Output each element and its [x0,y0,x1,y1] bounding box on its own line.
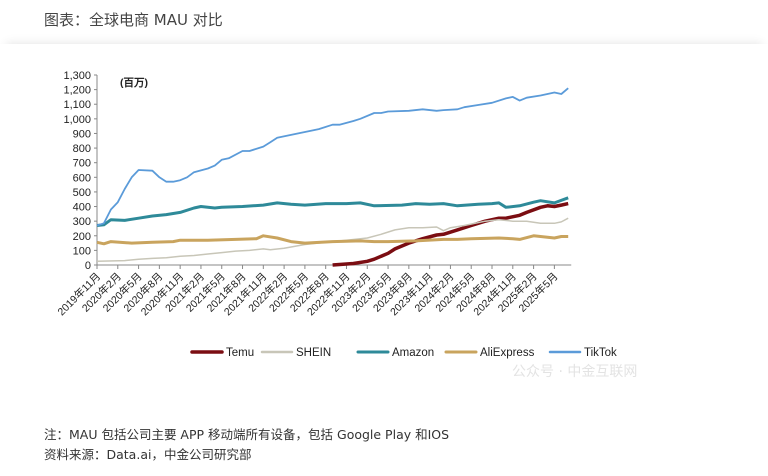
legend-label: SHEIN [296,347,331,359]
y-tick-label: 1,300 [63,70,91,82]
y-tick-label: 1,100 [63,99,91,111]
series-lines [96,87,569,267]
legend-label: Amazon [392,347,434,359]
series-line-tiktok [96,87,569,227]
y-tick-label: 600 [73,172,91,184]
watermark: 公众号 · 中金互联网 [512,364,638,380]
unit-label: (百万) [120,77,148,89]
y-tick-label: 400 [73,202,91,214]
y-tick-label: 1,200 [63,85,91,97]
y-tick-label: 300 [73,216,91,228]
source-note: 资料来源：Data.ai，中金公司研究部 [44,447,252,462]
legend-label: AliExpress [480,347,535,359]
legend: Temu SHEIN Amazon AliExpress TikTok [190,347,617,359]
y-tick-label: 1,000 [63,114,91,126]
y-tick-label: 800 [73,143,91,155]
y-tick-label: 200 [73,231,91,243]
figure-title: 图表：全球电商 MAU 对比 [44,11,223,29]
series-line-amazon [96,196,569,227]
legend-label: Temu [226,347,254,359]
y-tick-label: 500 [73,187,91,199]
y-tick-label: 700 [73,158,91,170]
y-tick-label: 0 [85,260,91,272]
y-tick-label: 100 [73,245,91,257]
series-line-temu [332,201,569,267]
footnote: 注：MAU 包括公司主要 APP 移动端所有设备，包括 Google Play … [44,427,450,442]
y-tick-label: 900 [73,128,91,140]
series-line-shein [96,217,569,263]
x-axis: 2019年11月2020年2月2020年5月2020年8月2020年11月202… [55,264,572,318]
series-line-aliexpress [96,234,569,246]
legend-label: TikTok [584,347,617,359]
y-axis: 0 100 200 300 400 500 600 700 800 900 1,000 1,100 1,… [63,70,98,272]
